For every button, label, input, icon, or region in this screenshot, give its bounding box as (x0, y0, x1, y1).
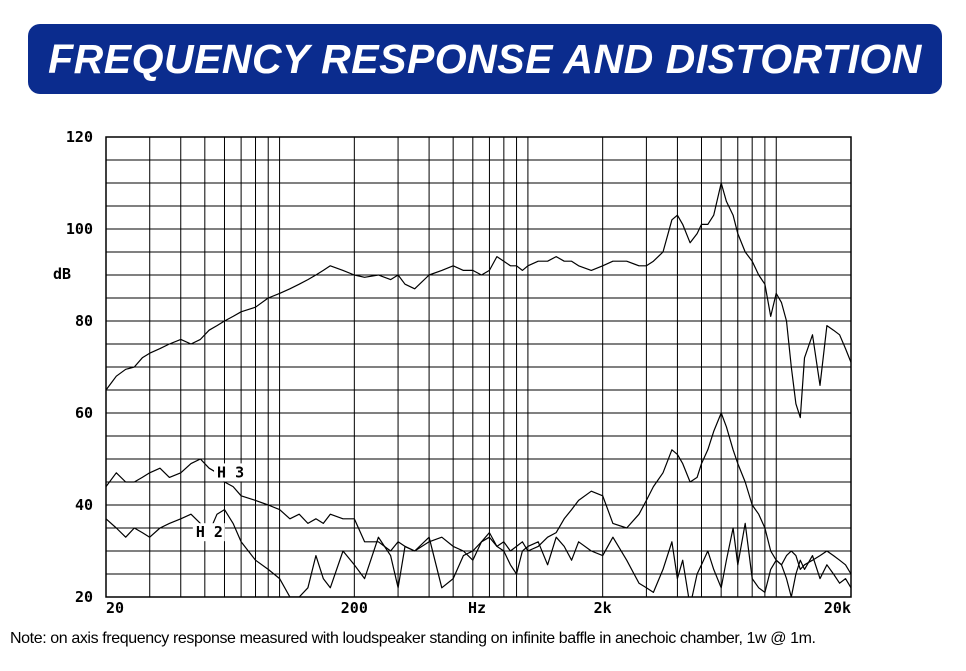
annotation-bg (214, 463, 247, 482)
y-tick-label: 80 (75, 312, 93, 330)
annotation-bg (192, 523, 225, 542)
y-tick-label: 120 (66, 128, 93, 146)
y-tick-label: 60 (75, 404, 93, 422)
labels: 20 40 60 80 100 120 20 200 2k 20k Hz dB H 3 H 2 (53, 128, 851, 617)
series-line-2 (106, 509, 851, 597)
measurement-note: Note: on axis frequency response measure… (10, 630, 816, 647)
x-tick-label: 20k (824, 599, 851, 617)
series-line-1 (106, 412, 851, 575)
y-tick-label: 100 (66, 220, 93, 238)
grid (106, 137, 851, 597)
x-tick-label: 200 (341, 599, 368, 617)
y-tick-label: 20 (75, 588, 93, 606)
x-tick-label: 20 (106, 599, 124, 617)
curves (106, 182, 851, 597)
chart-title: FREQUENCY RESPONSE AND DISTORTION (48, 35, 922, 82)
curve-annotation: H 3 (217, 463, 244, 481)
x-tick-label: 2k (594, 599, 612, 617)
y-tick-label: 40 (75, 496, 93, 514)
curve-annotation: H 2 (196, 523, 223, 541)
title-banner: FREQUENCY RESPONSE AND DISTORTION (28, 24, 942, 94)
plot-frame (105, 136, 852, 598)
series-line-0 (106, 182, 851, 419)
y-axis-label: dB (53, 265, 71, 283)
x-axis-label: Hz (468, 599, 486, 617)
